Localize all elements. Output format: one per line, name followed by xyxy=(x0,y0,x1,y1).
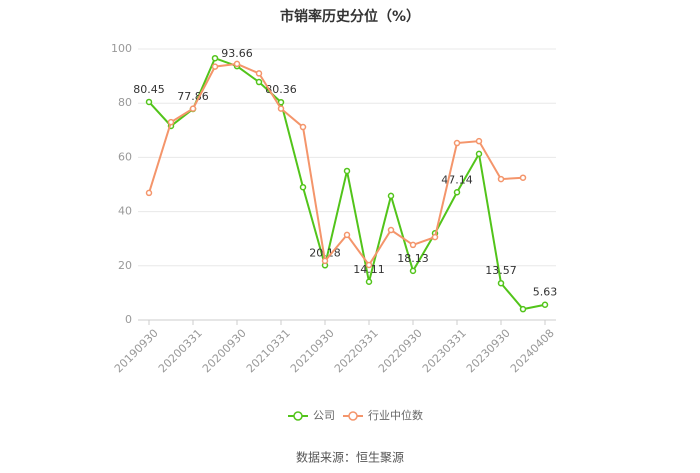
x-tick-label: 20220331 xyxy=(332,327,381,376)
point xyxy=(277,98,285,106)
x-tick-label: 20210331 xyxy=(244,327,293,376)
y-tick-label: 40 xyxy=(118,205,132,218)
data-label: 5.63 xyxy=(533,286,558,299)
point xyxy=(255,70,263,77)
x-tick-label: 20220930 xyxy=(376,327,425,376)
x-tick-label: 20230331 xyxy=(420,327,469,376)
point xyxy=(299,183,307,191)
point xyxy=(343,167,351,175)
y-tick-label: 100 xyxy=(111,42,132,55)
point xyxy=(475,137,483,145)
data-label: 77.86 xyxy=(177,90,209,103)
point xyxy=(387,192,395,200)
point xyxy=(145,189,153,197)
x-tick-label: 20190930 xyxy=(112,327,161,376)
point xyxy=(365,278,373,286)
point xyxy=(519,174,527,181)
point xyxy=(541,301,549,308)
series-line xyxy=(148,62,524,267)
source: 数据来源：恒生聚源 xyxy=(296,450,404,465)
legend-marker xyxy=(293,411,303,421)
data-label: 47.14 xyxy=(441,173,473,186)
point xyxy=(409,241,417,249)
legend-label: 公司 xyxy=(313,409,335,422)
point xyxy=(453,139,461,147)
point xyxy=(211,63,219,70)
point xyxy=(277,105,285,112)
x-tick-label: 20200331 xyxy=(156,327,205,376)
point xyxy=(453,189,461,196)
point xyxy=(475,150,483,158)
y-tick-label: 20 xyxy=(118,259,132,272)
legend-marker xyxy=(348,411,358,421)
point xyxy=(321,257,329,265)
y-tick-label: 0 xyxy=(125,313,132,326)
x-tick-label: 20230930 xyxy=(464,327,513,376)
point xyxy=(497,175,505,183)
x-tick-label: 20240408 xyxy=(508,327,557,376)
point xyxy=(431,233,439,241)
x-tick-label: 20200930 xyxy=(200,327,249,376)
point xyxy=(233,60,241,68)
point xyxy=(145,98,153,106)
y-tick-label: 80 xyxy=(118,96,132,109)
point xyxy=(255,78,263,86)
y-tick-label: 60 xyxy=(118,150,132,163)
point xyxy=(299,123,307,131)
chart-title: 市销率历史分位（%） xyxy=(280,8,420,25)
point xyxy=(343,231,351,239)
point xyxy=(519,305,527,313)
data-label: 93.66 xyxy=(221,47,253,60)
data-label: 20.18 xyxy=(309,246,341,259)
point xyxy=(409,267,417,275)
x-tick-label: 20210930 xyxy=(288,327,337,376)
point xyxy=(387,226,395,234)
legend-label: 行业中位数 xyxy=(368,408,423,422)
data-label: 18.13 xyxy=(397,252,429,265)
point xyxy=(365,261,373,269)
point xyxy=(497,279,505,287)
data-label: 80.45 xyxy=(133,83,165,96)
data-label: 13.57 xyxy=(485,264,517,277)
data-label: 80.36 xyxy=(265,83,297,96)
point xyxy=(167,118,175,126)
point xyxy=(211,54,219,62)
data-label: 14.11 xyxy=(353,263,385,276)
point xyxy=(189,105,197,112)
